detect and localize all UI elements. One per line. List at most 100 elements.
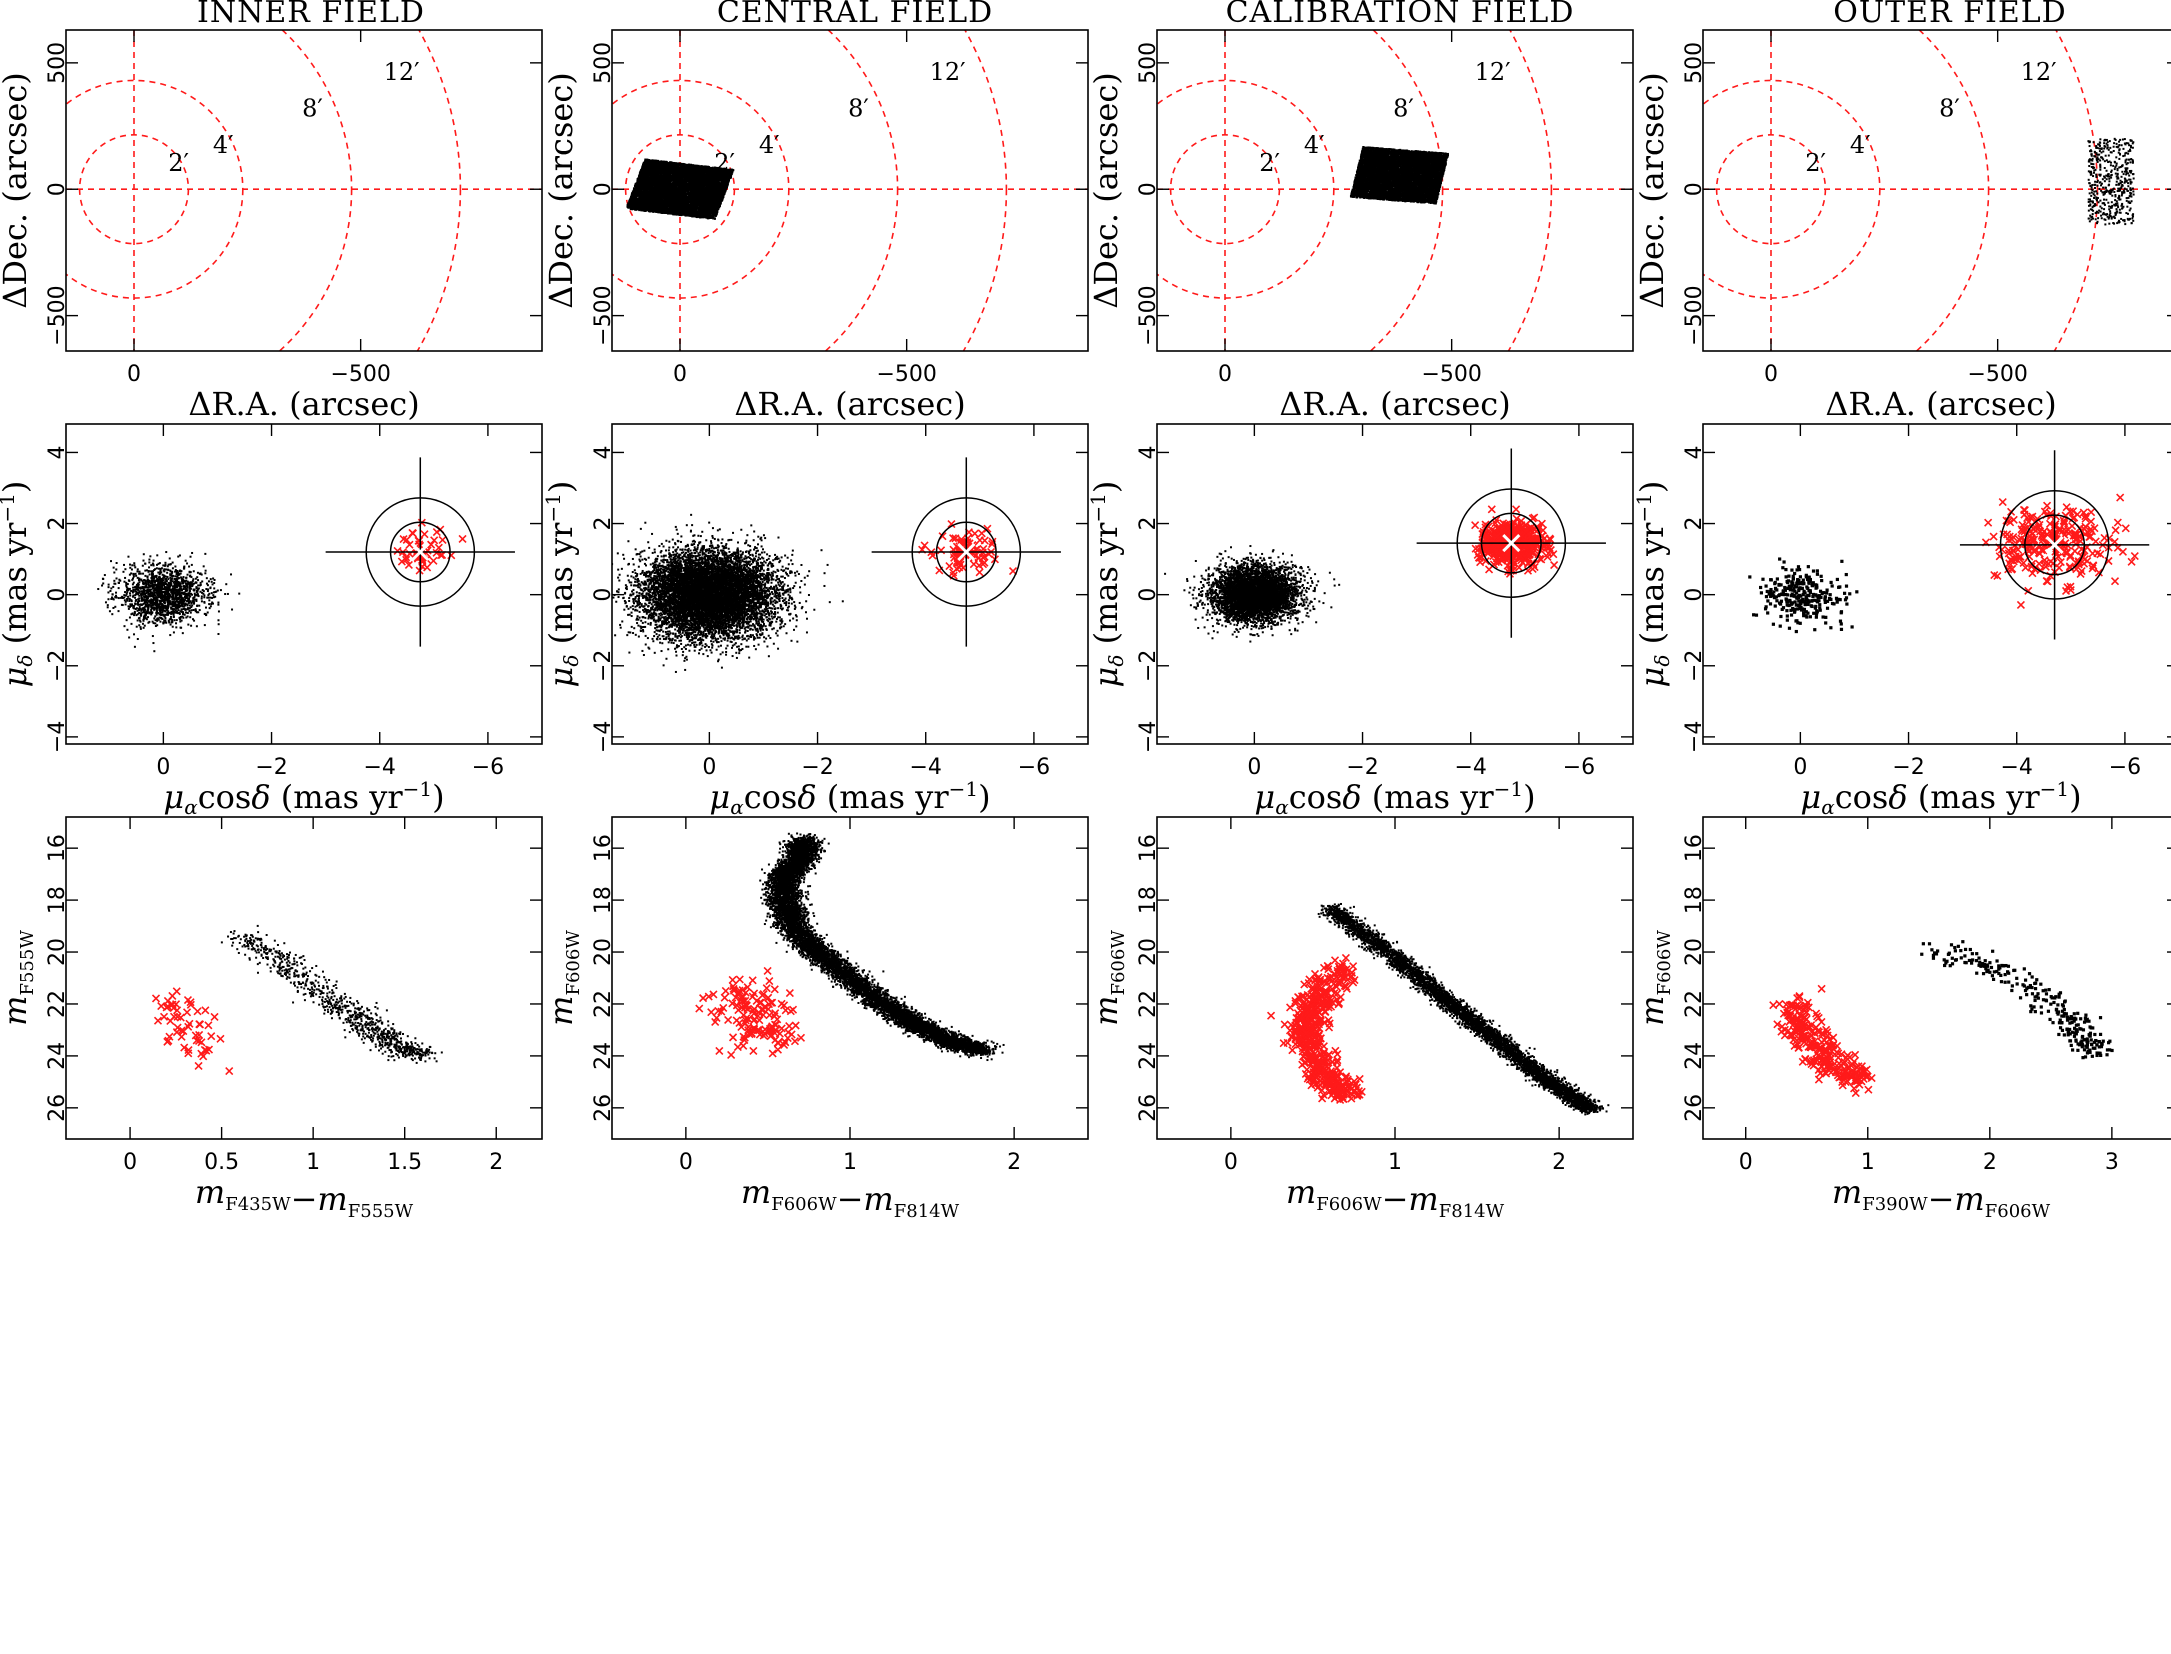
star-point	[35, 180, 37, 182]
star-point	[50, 197, 52, 199]
star-point	[50, 225, 52, 227]
star-point	[36, 191, 38, 193]
star-point	[46, 199, 48, 201]
ring-label-4: 4′	[213, 131, 234, 159]
x-tick-label: −500	[330, 362, 390, 387]
star-point	[40, 208, 42, 210]
star-point	[50, 200, 52, 202]
star-point	[34, 181, 36, 183]
star-point	[38, 183, 40, 185]
star-point	[44, 217, 46, 219]
column-titles: INNER FIELD CENTRAL FIELD CALIBRATION FI…	[197, 0, 2066, 30]
star-point	[47, 216, 49, 218]
star-point	[38, 180, 40, 182]
star-point	[36, 185, 38, 187]
star-point	[37, 182, 39, 184]
ring-label-2: 2′	[168, 149, 189, 177]
star-point	[37, 219, 39, 221]
star-point	[43, 224, 45, 226]
star-point	[40, 198, 42, 200]
star-point	[38, 194, 40, 196]
star-point	[39, 193, 41, 195]
star-point	[40, 228, 42, 230]
star-point	[38, 189, 40, 191]
star-point	[46, 208, 48, 210]
star-point	[42, 198, 44, 200]
star-point	[34, 210, 36, 212]
star-point	[34, 211, 36, 213]
star-point	[49, 225, 51, 227]
star-point	[36, 207, 38, 209]
star-point	[41, 213, 43, 215]
star-point	[40, 209, 42, 211]
star-point	[37, 193, 39, 195]
star-point	[39, 201, 41, 203]
star-point	[49, 200, 51, 202]
star-point	[38, 187, 40, 189]
star-point	[50, 222, 52, 224]
star-point	[46, 200, 48, 202]
star-point	[35, 212, 37, 214]
star-point	[43, 214, 45, 216]
star-point	[38, 185, 40, 187]
star-point	[51, 211, 53, 213]
star-point	[51, 212, 53, 214]
star-point	[38, 209, 40, 211]
star-point	[43, 222, 45, 224]
star-point	[40, 190, 42, 192]
star-point	[46, 219, 48, 221]
star-point	[46, 209, 48, 211]
star-point	[48, 206, 50, 208]
star-point	[38, 208, 40, 210]
star-point	[44, 221, 46, 223]
star-point	[48, 215, 50, 217]
star-point	[41, 226, 43, 228]
star-point	[35, 195, 37, 197]
star-point	[43, 180, 45, 182]
star-point	[44, 201, 46, 203]
star-point	[36, 214, 38, 216]
star-point	[40, 203, 42, 205]
star-point	[34, 181, 36, 183]
star-point	[50, 201, 52, 203]
star-point	[41, 201, 43, 203]
star-point	[47, 214, 49, 216]
star-point	[44, 206, 46, 208]
star-point	[39, 208, 41, 210]
star-point	[43, 219, 45, 221]
star-point	[36, 217, 38, 219]
star-point	[40, 209, 42, 211]
star-point	[39, 182, 41, 184]
star-point	[44, 228, 46, 230]
star-point	[39, 189, 41, 191]
star-point	[46, 197, 48, 199]
star-point	[36, 209, 38, 211]
star-point	[34, 179, 36, 181]
star-point	[44, 212, 46, 214]
star-point	[48, 223, 50, 225]
star-point	[46, 199, 48, 201]
star-point	[41, 226, 43, 228]
star-point	[37, 212, 39, 214]
star-point	[39, 216, 41, 218]
star-point	[34, 189, 36, 191]
star-point	[47, 202, 49, 204]
star-point	[49, 228, 51, 230]
star-point	[50, 200, 52, 202]
star-point	[44, 223, 46, 225]
star-point	[38, 207, 40, 209]
star-point	[37, 182, 39, 184]
star-point	[34, 211, 36, 213]
star-point	[35, 213, 37, 215]
star-point	[38, 221, 40, 223]
star-point	[45, 200, 47, 202]
star-point	[34, 228, 36, 230]
star-point	[38, 218, 40, 220]
star-point	[36, 210, 38, 212]
star-point	[38, 200, 40, 202]
star-point	[43, 202, 45, 204]
star-point	[51, 180, 53, 182]
star-point	[37, 221, 39, 223]
star-point	[37, 213, 39, 215]
